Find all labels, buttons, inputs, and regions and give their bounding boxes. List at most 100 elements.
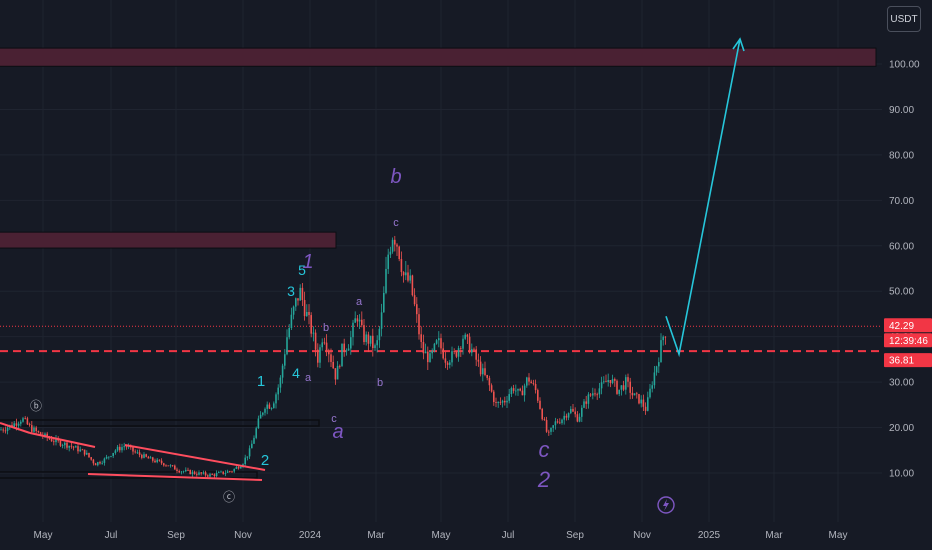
candle-body: [61, 445, 64, 446]
candle-body: [86, 452, 88, 455]
candle-body: [418, 314, 420, 335]
candle-body: [332, 361, 334, 369]
candle-body: [108, 456, 110, 458]
candle-body: [358, 319, 361, 322]
candle-body: [24, 418, 26, 420]
projection-line: [665, 38, 741, 358]
candle-body: [248, 448, 251, 457]
candle-body: [367, 334, 370, 344]
candle-body: [422, 341, 425, 354]
candle-body: [105, 456, 108, 459]
candle-body: [539, 400, 541, 409]
candle-body: [574, 411, 576, 415]
candle-body: [600, 382, 603, 389]
candle-body: [253, 437, 255, 444]
candle-body: [37, 431, 40, 433]
resistance-zones: [0, 47, 877, 249]
candle-body: [13, 423, 15, 428]
lightning-icon[interactable]: [657, 496, 675, 514]
candle-body: [603, 381, 605, 383]
candle-body: [178, 470, 180, 473]
candle-body: [618, 389, 620, 394]
candle-body: [598, 388, 601, 395]
candle-body: [380, 312, 383, 329]
candle-body: [308, 311, 310, 316]
candle-body: [559, 422, 561, 424]
candle-body: [207, 475, 209, 477]
candle-body: [53, 441, 55, 443]
x-tick-label: May: [432, 530, 451, 541]
candle-body: [77, 446, 79, 452]
candles: [0, 235, 667, 479]
price-axis: 10.0020.0030.0040.0050.0060.0070.0080.00…: [889, 60, 920, 480]
currency-button[interactable]: USDT: [887, 6, 921, 32]
candle-body: [495, 402, 497, 403]
x-tick-label: May: [34, 530, 53, 541]
candle-body: [385, 268, 387, 293]
candle-body: [561, 419, 563, 424]
candle-body: [607, 380, 609, 383]
candle-body: [363, 325, 365, 343]
candle-body: [592, 393, 594, 396]
candle-body: [31, 425, 33, 432]
candle-body: [101, 462, 103, 464]
candle-body: [288, 327, 290, 338]
candle-body: [449, 362, 451, 365]
candle-body: [572, 408, 574, 412]
support-box: [0, 419, 320, 427]
candle-body: [587, 394, 590, 404]
y-tick-label: 70.00: [889, 196, 914, 207]
candle-body: [387, 254, 389, 269]
candle-body: [581, 407, 583, 417]
candle-body: [402, 272, 405, 276]
candle-body: [550, 427, 552, 432]
candle-body: [446, 362, 449, 365]
wedge-line: [29, 432, 96, 448]
candle-body: [123, 446, 125, 448]
candle-body: [583, 401, 585, 408]
candle-body: [46, 433, 48, 438]
price-badge-label: 36.81: [889, 356, 914, 367]
candle-body: [627, 377, 629, 382]
candle-body: [486, 374, 488, 378]
candle-body: [59, 440, 62, 446]
y-tick-label: 90.00: [889, 105, 914, 116]
candle-body: [565, 415, 568, 418]
candle-body: [620, 385, 623, 390]
candle-body: [237, 467, 240, 469]
candle-body: [255, 428, 257, 438]
candle-body: [638, 394, 640, 404]
candle-body: [431, 350, 433, 354]
candle-body: [193, 471, 196, 474]
candle-body: [427, 351, 429, 363]
candle-body: [158, 459, 161, 461]
candle-body: [174, 465, 176, 470]
candle-body: [215, 472, 218, 477]
candle-body: [537, 390, 539, 401]
candle-body: [376, 340, 378, 346]
candle-body: [167, 465, 169, 467]
candle-body: [409, 275, 411, 281]
candle-body: [552, 425, 554, 428]
candle-body: [464, 334, 466, 339]
candle-body: [284, 354, 286, 366]
candle-body: [180, 471, 183, 473]
candle-body: [548, 431, 550, 433]
candle-body: [631, 392, 634, 396]
candle-body: [48, 437, 51, 439]
candle-body: [398, 246, 400, 260]
candle-body: [429, 353, 431, 363]
candle-body: [328, 350, 330, 355]
wave-label: b: [377, 377, 383, 389]
candle-body: [499, 401, 502, 403]
candle-body: [134, 451, 136, 453]
candle-body: [303, 300, 306, 317]
candle-body: [323, 342, 326, 344]
wedge-line: [0, 422, 31, 434]
candle-body: [625, 377, 627, 390]
candle-body: [143, 454, 145, 458]
lightning-icon-bolt[interactable]: [663, 499, 669, 511]
candle-body: [532, 383, 535, 384]
price-badge-label: 42.29: [889, 321, 914, 332]
